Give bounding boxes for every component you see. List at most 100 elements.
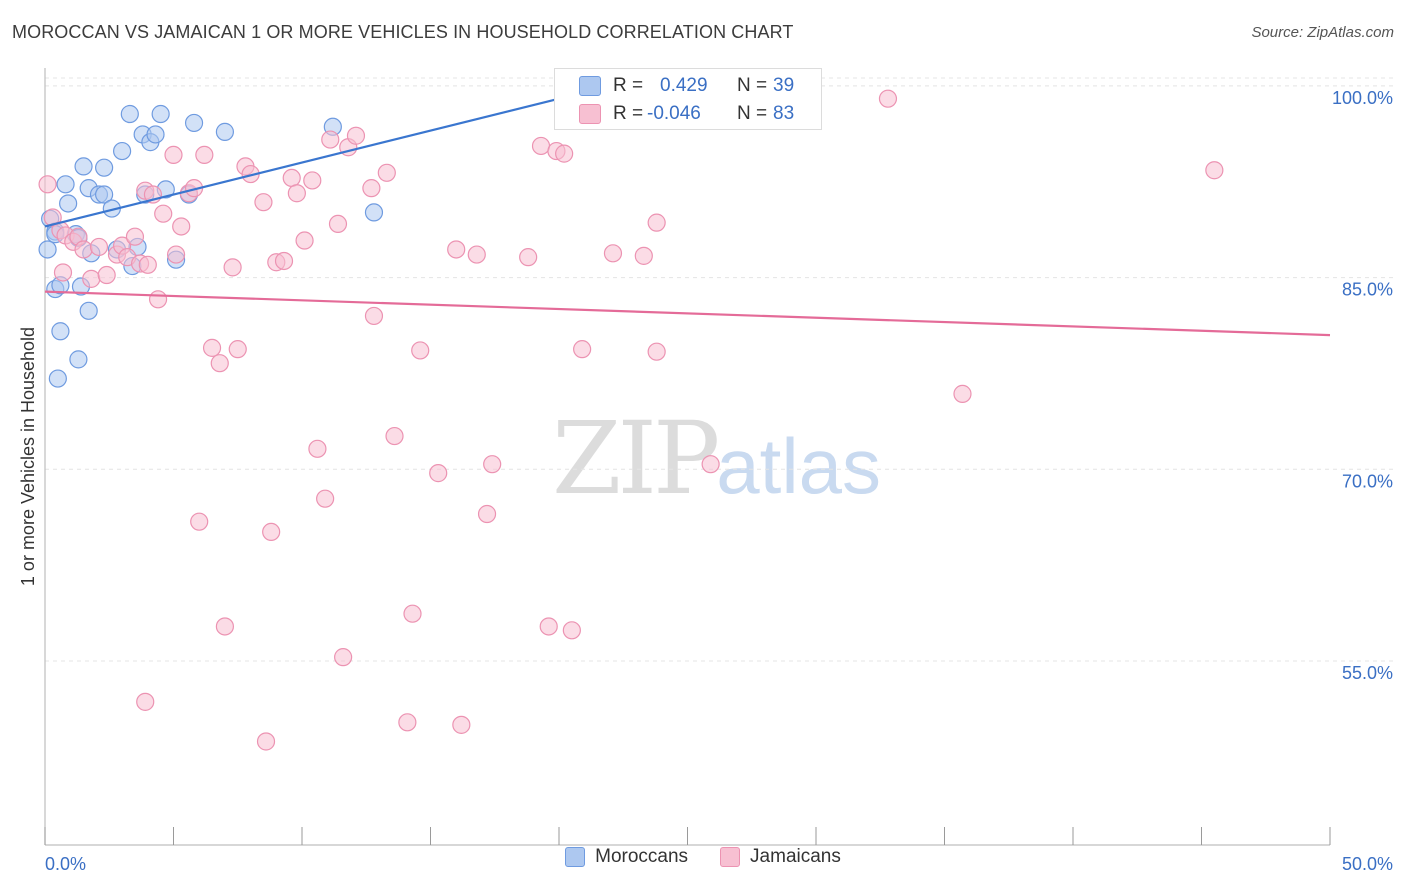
jamaican-point <box>573 340 592 359</box>
moroccan-point <box>151 104 170 124</box>
jamaican-point <box>701 455 720 474</box>
jamaicans-n-value: 83 <box>773 103 795 124</box>
jamaicans-legend-swatch <box>720 847 741 867</box>
jamaicans-stat-swatch <box>579 104 601 124</box>
moroccans-stat-swatch <box>579 76 601 96</box>
source-label: Source: ZipAtlas.com <box>1251 24 1394 41</box>
x-tick-label: 50.0% <box>1342 854 1393 874</box>
jamaican-point <box>210 354 229 373</box>
jamaican-point <box>202 338 222 357</box>
jamaican-point <box>190 512 209 531</box>
jamaican-point <box>953 384 972 403</box>
legend-item-jamaicans: Jamaicans <box>720 846 841 868</box>
jamaican-point <box>531 136 551 156</box>
jamaican-point <box>1205 161 1224 180</box>
moroccan-point <box>48 369 67 388</box>
jamaican-point <box>195 145 214 165</box>
jamaicans-r-value: -0.046 <box>647 103 701 124</box>
jamaican-point <box>634 246 653 265</box>
jamaican-point <box>82 269 101 288</box>
jamaicans-n-label: N = <box>737 103 768 124</box>
jamaican-point <box>316 489 335 508</box>
chart-title: MOROCCAN VS JAMAICAN 1 OR MORE VEHICLES … <box>12 22 794 42</box>
moroccans-r-label: R = <box>613 75 644 96</box>
jamaican-trend-line <box>44 290 1331 337</box>
jamaican-point <box>254 193 273 212</box>
jamaican-point <box>477 504 497 524</box>
jamaican-point <box>364 306 384 326</box>
jamaican-point <box>328 214 348 234</box>
jamaican-point <box>89 237 109 257</box>
jamaican-point <box>274 251 294 271</box>
jamaican-point <box>282 168 301 188</box>
jamaicans-r-label: R = <box>613 103 644 124</box>
jamaican-point <box>308 439 327 458</box>
jamaican-point <box>74 240 93 259</box>
moroccan-trend-line <box>44 84 611 228</box>
moroccan-point <box>38 240 57 259</box>
jamaican-point <box>539 617 558 636</box>
jamaican-point <box>38 175 57 194</box>
watermark-zip: ZIP <box>552 400 720 517</box>
moroccans-r-value: 0.429 <box>660 75 708 96</box>
jamaican-point <box>125 227 145 246</box>
moroccan-point <box>95 185 114 204</box>
jamaican-point <box>519 248 538 267</box>
legend-label-jamaicans: Jamaicans <box>750 846 841 867</box>
jamaican-point <box>148 290 168 309</box>
jamaican-point <box>346 126 366 145</box>
x-tick-label: 0.0% <box>45 854 86 874</box>
moroccans-n-value: 39 <box>773 75 795 96</box>
jamaican-point <box>411 341 430 360</box>
jamaican-point <box>603 244 623 263</box>
jamaican-point <box>334 648 353 667</box>
jamaican-point <box>172 217 191 236</box>
y-tick-label: 55.0% <box>1342 663 1393 683</box>
moroccan-point <box>146 125 165 144</box>
moroccans-legend-swatch <box>565 847 586 867</box>
y-axis-label: 1 or more Vehicles in Household <box>18 327 38 586</box>
jamaican-point <box>362 179 381 198</box>
moroccan-point <box>59 194 78 213</box>
jamaican-point <box>256 732 276 751</box>
moroccan-point <box>79 301 98 320</box>
moroccan-point <box>364 203 384 222</box>
jamaican-point <box>878 89 898 108</box>
moroccan-point <box>95 158 114 177</box>
jamaican-point <box>138 255 157 274</box>
jamaican-point <box>555 144 574 163</box>
jamaican-point <box>228 340 247 359</box>
jamaican-point <box>166 245 186 264</box>
jamaican-point <box>467 245 486 264</box>
jamaican-point <box>295 231 314 250</box>
jamaican-point <box>447 240 466 259</box>
jamaican-point <box>223 258 242 277</box>
jamaican-point <box>164 145 183 165</box>
moroccan-point <box>215 122 234 141</box>
jamaican-point <box>647 213 666 232</box>
y-tick-label: 70.0% <box>1342 471 1393 491</box>
moroccan-point <box>184 113 204 133</box>
jamaican-point <box>377 163 396 182</box>
jamaican-point <box>483 455 502 474</box>
y-tick-label: 100.0% <box>1332 88 1393 108</box>
jamaican-point <box>303 171 322 190</box>
jamaican-point <box>647 342 666 361</box>
moroccans-n-label: N = <box>737 75 768 96</box>
y-tick-label: 85.0% <box>1342 280 1393 300</box>
jamaican-point <box>215 617 234 636</box>
legend-item-moroccans: Moroccans <box>565 846 688 868</box>
moroccan-point <box>74 157 93 176</box>
jamaican-point <box>53 263 73 282</box>
moroccan-point <box>69 350 88 369</box>
jamaican-point <box>452 715 471 734</box>
legend-label-moroccans: Moroccans <box>595 846 689 867</box>
jamaican-point <box>97 265 116 285</box>
jamaican-point <box>429 464 448 483</box>
jamaican-point <box>287 184 306 203</box>
jamaican-point <box>385 426 404 446</box>
moroccan-point <box>112 141 132 161</box>
stats-box: R = 0.429 N = 39 R = -0.046 N = 83 <box>554 68 822 130</box>
jamaican-point <box>262 522 281 541</box>
